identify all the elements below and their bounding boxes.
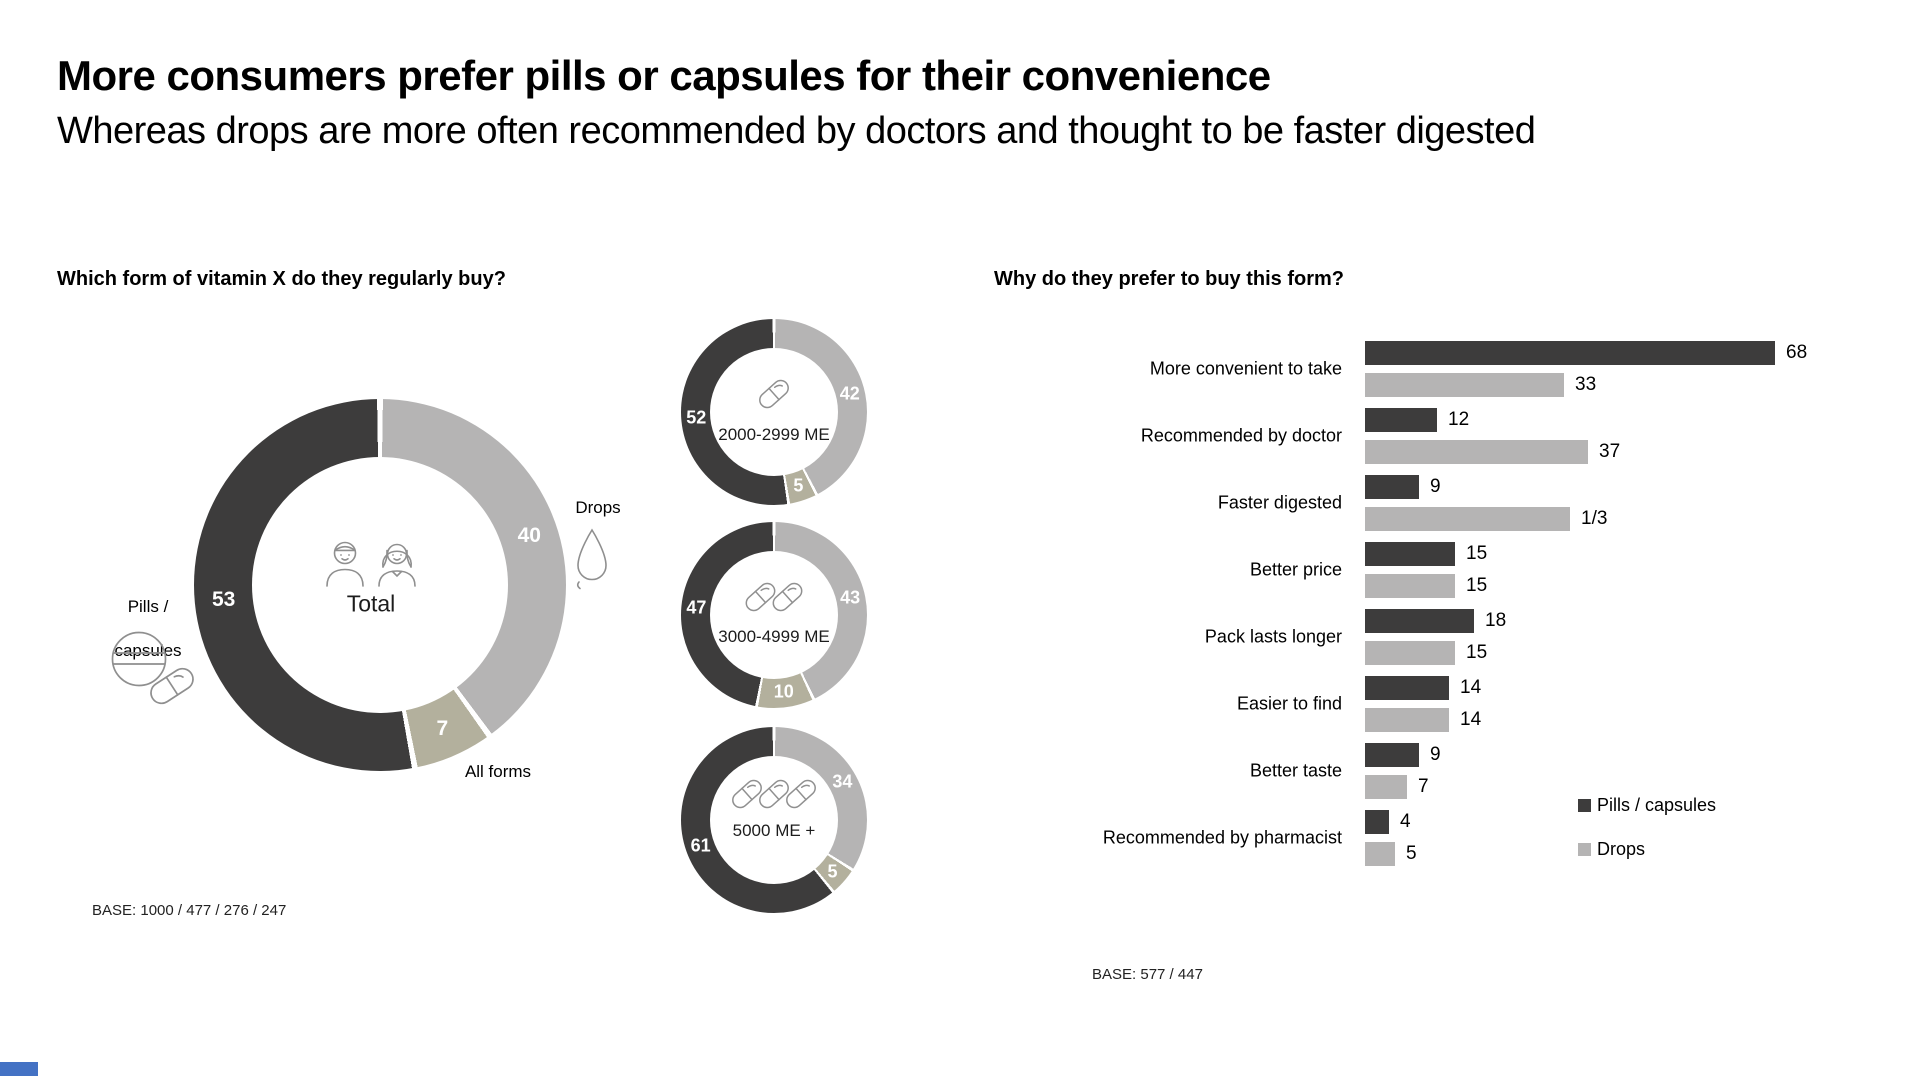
bar-pills-capsules-better-taste (1365, 743, 1419, 767)
bar-value-pills-capsules-more-convenient-to-take: 68 (1786, 342, 1808, 363)
donut-segment-value-drops: 43 (840, 587, 861, 608)
donut-hole (710, 756, 838, 884)
donut-segment-value-drops: 40 (517, 524, 541, 548)
donut-center-label-5000-me: 5000 ME + (732, 821, 816, 840)
donut-hole (710, 348, 838, 476)
bar-pills-capsules-pack-lasts-longer (1365, 609, 1474, 633)
bar-drops-recommended-by-pharmacist (1365, 842, 1395, 866)
slide-corner-accent (0, 1062, 38, 1076)
bar-value-pills-capsules-pack-lasts-longer: 18 (1485, 610, 1507, 631)
donut-segment-value-pills-capsules: 61 (690, 835, 711, 856)
bar-value-drops-more-convenient-to-take: 33 (1575, 374, 1597, 395)
bar-value-pills-capsules-faster-digested: 9 (1430, 476, 1441, 497)
bar-value-pills-capsules-better-price: 15 (1466, 543, 1488, 564)
droplet-icon (574, 527, 610, 591)
bar-value-drops-better-taste: 7 (1418, 776, 1429, 797)
bar-value-pills-capsules-better-taste: 9 (1430, 744, 1441, 765)
capsule-icon (728, 776, 820, 812)
bar-value-drops-recommended-by-doctor: 37 (1599, 441, 1621, 462)
donut-segment-value-all-forms: 7 (436, 717, 449, 741)
bar-pills-capsules-better-price (1365, 542, 1455, 566)
bar-value-pills-capsules-recommended-by-pharmacist: 4 (1400, 811, 1411, 832)
legend-label-pills: Pills / capsules (1597, 795, 1717, 815)
slide-title: More consumers prefer pills or capsules … (57, 52, 1271, 99)
man-woman-icon (320, 538, 424, 587)
donut-center-label-2000-2999-me: 2000-2999 ME (718, 425, 830, 444)
bar-pills-capsules-more-convenient-to-take (1365, 341, 1775, 365)
slide-subtitle: Whereas drops are more often recommended… (57, 110, 1536, 152)
bar-category-label-more-convenient-to-take: More convenient to take (1149, 358, 1342, 379)
donut-center-label-3000-4999-me: 3000-4999 ME (718, 627, 830, 646)
bar-value-drops-pack-lasts-longer: 15 (1466, 642, 1488, 663)
left-question: Which form of vitamin X do they regularl… (57, 268, 506, 290)
bar-category-label-pack-lasts-longer: Pack lasts longer (1204, 626, 1342, 647)
donut-chart-total: 40 7 53 Total (194, 399, 566, 771)
bar-pills-capsules-faster-digested (1365, 475, 1419, 499)
donut-chart-2000-2999-me: 42 5 52 2000-2999 ME (681, 319, 867, 505)
legend-item-pills: Pills / capsules (1578, 795, 1716, 816)
bar-drops-more-convenient-to-take (1365, 373, 1564, 397)
bar-value-drops-faster-digested: 1/3 (1581, 508, 1608, 529)
donut-segment-value-drops: 34 (832, 771, 853, 792)
bar-drops-better-taste (1365, 775, 1407, 799)
right-base-note: BASE: 577 / 447 (1092, 966, 1203, 983)
donut-chart-5000-me-plus: 34 5 61 5000 ME + (681, 727, 867, 913)
bar-category-label-faster-digested: Faster digested (1217, 492, 1342, 513)
all-forms-label: All forms (464, 762, 532, 781)
capsule-icon (742, 579, 807, 615)
donut-center-label-total: Total (346, 590, 396, 617)
bar-pills-capsules-recommended-by-doctor (1365, 408, 1437, 432)
donut-segment-value-all-forms: 10 (773, 681, 794, 702)
bar-drops-easier-to-find (1365, 708, 1449, 732)
bar-drops-pack-lasts-longer (1365, 641, 1455, 665)
drops-label: Drops (575, 498, 621, 517)
bar-value-drops-easier-to-find: 14 (1460, 709, 1482, 730)
donut-segment-value-all-forms: 5 (827, 861, 838, 882)
bar-category-label-better-price: Better price (1249, 559, 1342, 580)
legend-item-drops: Drops (1578, 839, 1645, 860)
bar-value-pills-capsules-recommended-by-doctor: 12 (1448, 409, 1470, 430)
bar-drops-faster-digested (1365, 507, 1570, 531)
bar-category-label-recommended-by-doctor: Recommended by doctor (1140, 425, 1342, 446)
donut-segment-value-drops: 42 (839, 383, 860, 404)
legend-label-drops: Drops (1597, 839, 1646, 859)
donut-segment-value-pills-capsules: 53 (212, 587, 236, 611)
legend-swatch-drops (1578, 843, 1591, 856)
bar-value-pills-capsules-easier-to-find: 14 (1460, 677, 1482, 698)
donut-segment-value-all-forms: 5 (793, 475, 804, 496)
right-question: Why do they prefer to buy this form? (994, 268, 1345, 290)
bar-drops-better-price (1365, 574, 1455, 598)
donut-chart-3000-4999-me: 43 10 47 3000-4999 ME (681, 522, 867, 708)
donut-hole (710, 551, 838, 679)
pills-capsules-label-line1: Pills / (127, 597, 169, 616)
bar-category-label-easier-to-find: Easier to find (1236, 693, 1342, 714)
donut-segment-value-pills-capsules: 47 (686, 597, 707, 618)
bar-pills-capsules-recommended-by-pharmacist (1365, 810, 1389, 834)
bar-category-label-better-taste: Better taste (1249, 760, 1342, 781)
donut-hole (252, 457, 508, 713)
bar-category-label-recommended-by-pharmacist: Recommended by pharmacist (1102, 827, 1342, 848)
bar-pills-capsules-easier-to-find (1365, 676, 1449, 700)
tablet-capsule-icon (108, 630, 200, 706)
bar-value-drops-recommended-by-pharmacist: 5 (1406, 843, 1417, 864)
capsule-icon (755, 376, 793, 412)
bar-drops-recommended-by-doctor (1365, 440, 1588, 464)
bar-value-drops-better-price: 15 (1466, 575, 1488, 596)
donut-segment-value-pills-capsules: 52 (686, 407, 707, 428)
left-base-note: BASE: 1000 / 477 / 276 / 247 (92, 902, 287, 919)
legend-swatch-pills (1578, 799, 1591, 812)
